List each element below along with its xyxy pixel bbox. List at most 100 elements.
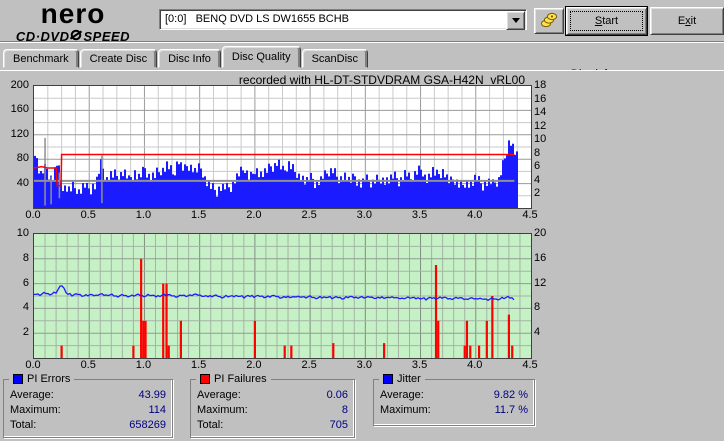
stat-label: Maximum: (380, 404, 431, 416)
axis-tick-label: 3.5 (411, 209, 428, 221)
start-button[interactable]: Start (565, 6, 648, 36)
pi-errors-chart (33, 85, 532, 209)
pi-errors-legend-swatch (13, 374, 23, 384)
stat-label: Total: (197, 419, 224, 431)
stat-value: 11.7 % (494, 404, 528, 416)
stat-value: 114 (148, 404, 166, 416)
axis-tick-label: 40 (16, 176, 29, 189)
chart-title: recorded with HL-DT-STDVDRAM GSA-H42N vR… (238, 73, 525, 87)
stat-row: Average: 9.82 % (380, 388, 528, 403)
axis-tick-label: 14 (534, 106, 547, 119)
axis-tick-label: 18 (534, 79, 547, 91)
stat-row: Maximum: 114 (10, 403, 166, 418)
drive-select-arrow[interactable] (506, 11, 525, 30)
axis-tick-label: 2 (534, 187, 541, 200)
axis-tick-label: 4.0 (467, 209, 483, 221)
stat-label: Maximum: (197, 404, 248, 416)
logo-speed-text: SPEED (83, 28, 131, 44)
pif-jitter-chart (33, 233, 532, 359)
exit-button-label: Exit (677, 15, 697, 27)
pi-failures-legend-swatch (200, 374, 210, 384)
focus-rect (570, 11, 643, 31)
stat-value: 658269 (129, 419, 166, 431)
stat-value: 8 (341, 404, 348, 416)
tab-disc-info[interactable]: Disc Info (158, 49, 221, 68)
tab-create-disc[interactable]: Create Disc (79, 49, 158, 68)
axis-tick-label: 20 (534, 227, 547, 239)
pif-jitter-chart-canvas (33, 234, 531, 358)
axis-tick-label: 3.0 (356, 359, 372, 371)
stat-label: Total: (10, 419, 37, 431)
axis-tick-label: 160 (10, 103, 29, 116)
axis-tick-label: 4 (534, 326, 541, 339)
stat-value: 9.82 % (493, 389, 528, 401)
tab-scandisc[interactable]: ScanDisc (301, 49, 369, 68)
axis-tick-label: 3.5 (411, 359, 428, 371)
axis-tick-label: 80 (16, 152, 29, 165)
drive-select-value: [0:0] BENQ DVD LS DW1655 BCHB (165, 13, 350, 25)
axis-tick-label: 8 (534, 301, 541, 314)
stat-label: Average: (197, 389, 241, 401)
pi-errors-legend-label: PI Errors (27, 373, 71, 385)
drive-select[interactable]: [0:0] BENQ DVD LS DW1655 BCHB (159, 9, 527, 30)
nero-logo-text: nero (40, 0, 106, 29)
stat-label: Average: (380, 389, 424, 401)
axis-tick-label: 1.0 (135, 209, 152, 221)
axis-tick-label: 0.0 (25, 359, 41, 371)
pi-failures-legend-label: PI Failures (214, 373, 267, 385)
axis-tick-label: 16 (534, 251, 547, 264)
axis-tick-label: 2.0 (246, 359, 262, 371)
stat-label: Maximum: (10, 404, 61, 416)
jitter-panel: Jitter Average: 9.82 % Maximum: 11.7 % (373, 373, 535, 426)
stat-value: 43.99 (138, 389, 166, 401)
axis-tick-label: 4 (534, 173, 541, 186)
axis-tick-label: 8 (534, 146, 541, 159)
axis-tick-label: 10 (534, 133, 547, 146)
axis-tick-label: 4.5 (522, 359, 538, 371)
axis-tick-label: 4.5 (522, 209, 538, 221)
tab-disc-quality[interactable]: Disc Quality (221, 46, 301, 68)
axis-tick-label: 200 (10, 79, 29, 91)
axis-tick-label: 1.5 (191, 359, 207, 371)
axis-tick-label: 12 (534, 119, 547, 132)
disc-quality-page: recorded with HL-DT-STDVDRAM GSA-H42N vR… (0, 70, 724, 441)
axis-tick-label: 1.5 (191, 209, 207, 221)
axis-tick-label: 2 (22, 326, 29, 339)
axis-tick-label: 0.5 (80, 209, 96, 221)
axis-tick-label: 1.0 (135, 359, 152, 371)
stat-row: Average: 43.99 (10, 388, 166, 403)
nero-logo: nero CD·DVD SPEED (8, 0, 138, 43)
stat-row: Average: 0.06 (197, 388, 348, 403)
axis-tick-label: 120 (10, 127, 29, 140)
axis-tick-label: 16 (534, 92, 547, 105)
axis-tick-label: 3.0 (356, 209, 372, 221)
stat-row: Total: 705 (197, 418, 348, 433)
jitter-legend-swatch (383, 374, 393, 384)
stat-row: Total: 658269 (10, 418, 166, 433)
axis-tick-label: 6 (534, 160, 541, 173)
axis-tick-label: 6 (22, 276, 29, 289)
chevron-down-icon (511, 18, 520, 27)
axis-tick-label: 0.0 (25, 209, 41, 221)
axis-tick-label: 8 (22, 251, 29, 264)
axis-tick-label: 2.5 (301, 359, 317, 371)
axis-tick-label: 2.5 (301, 209, 317, 221)
axis-tick-label: 0.5 (80, 359, 96, 371)
axis-tick-label: 2.0 (246, 209, 262, 221)
separator (0, 41, 724, 43)
pi-errors-chart-canvas (33, 86, 531, 208)
logo-cddvd-text: CD·DVD (15, 28, 70, 44)
stat-row: Maximum: 11.7 % (380, 403, 528, 418)
stat-value: 0.06 (326, 389, 348, 401)
exit-button[interactable]: Exit (650, 7, 724, 35)
stat-value: 705 (329, 419, 348, 431)
discs-stack-icon (540, 11, 558, 32)
tab-strip: Benchmark Create Disc Disc Info Disc Qualit… (3, 46, 369, 68)
pi-errors-panel: PI Errors Average: 43.99 Maximum: 114 Total:… (3, 373, 173, 438)
pi-failures-panel: PI Failures Average: 0.06 Maximum: 8 Total: 7… (190, 373, 355, 438)
tab-benchmark[interactable]: Benchmark (3, 49, 79, 68)
media-button[interactable] (534, 8, 564, 34)
axis-tick-label: 10 (16, 227, 29, 239)
axis-tick-label: 12 (534, 276, 547, 289)
